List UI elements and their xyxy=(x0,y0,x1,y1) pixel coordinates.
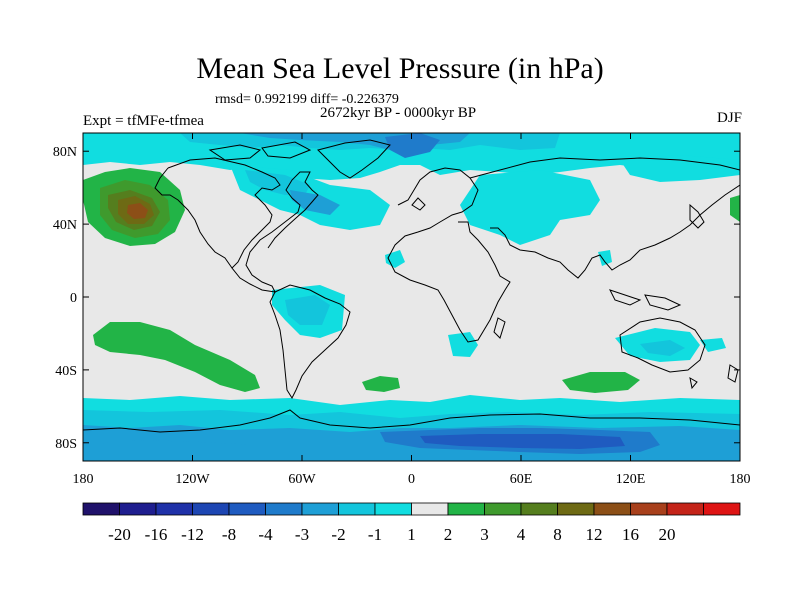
colorbar-label: -16 xyxy=(145,525,168,544)
coast-australia xyxy=(619,317,706,390)
npacific-anomaly-pos8 xyxy=(127,203,148,219)
coast-indonesia xyxy=(609,289,682,311)
map-field xyxy=(83,133,740,461)
lat-label: 40N xyxy=(53,218,77,233)
arctic-anomaly-neg4 xyxy=(385,133,440,158)
lat-label: 80S xyxy=(55,437,77,452)
atlantic-anomaly-neg2 xyxy=(245,170,310,195)
india-anomaly-neg1 xyxy=(598,250,612,266)
coast-arctic-islands xyxy=(208,141,312,161)
natlantic-east-anomaly-pos1 xyxy=(730,195,740,222)
colorbar-label: -20 xyxy=(108,525,131,544)
safrica-anomaly-neg1 xyxy=(448,332,478,357)
colorbar-swatch xyxy=(447,502,485,516)
colorbar-swatch xyxy=(557,502,595,516)
eurasia-anomaly-neg1 xyxy=(460,170,600,245)
coastlines xyxy=(83,139,740,433)
colorbar-label: 12 xyxy=(586,525,603,544)
sindian-anomaly-pos1 xyxy=(562,372,640,393)
colorbar-label: 16 xyxy=(622,525,639,544)
colorbar-swatch xyxy=(593,502,631,516)
coast-japan xyxy=(689,203,705,229)
lon-label: 120E xyxy=(616,472,646,487)
tasman-anomaly-neg1 xyxy=(700,338,726,352)
plot-title: Mean Sea Level Pressure (in hPa) xyxy=(196,52,604,85)
colorbar-swatch xyxy=(155,502,193,516)
colorbar-swatch xyxy=(630,502,668,516)
coast-greenland xyxy=(317,139,391,179)
colorbar-label: 20 xyxy=(659,525,676,544)
lat-label: 80N xyxy=(53,145,77,160)
colorbar-label: 2 xyxy=(444,525,453,544)
satlantic-anomaly-pos1 xyxy=(362,376,400,392)
colorbar-swatch xyxy=(484,502,522,516)
colorbar-swatch xyxy=(703,502,741,516)
samerica-anomaly-neg2 xyxy=(285,295,330,325)
colorbar-swatch xyxy=(119,502,157,516)
colorbar-swatch xyxy=(228,502,266,516)
coast-madagascar xyxy=(493,317,506,339)
spacific-anomaly-pos1 xyxy=(93,322,260,392)
colorbar: -20 -16 -12 -8 -4 -3 -2 -1 1 2 3 4 8 12 16 20 xyxy=(82,502,741,544)
colorbar-label: 4 xyxy=(517,525,526,544)
colorbar-swatch xyxy=(301,502,339,516)
lon-label: 120W xyxy=(175,472,210,487)
colorbar-label: -3 xyxy=(295,525,309,544)
lon-label: 60E xyxy=(510,472,533,487)
lon-label: 0 xyxy=(408,472,415,487)
colorbar-label: 1 xyxy=(407,525,416,544)
eurasia-anomaly-neg1b xyxy=(620,155,740,182)
colorbar-swatch xyxy=(411,502,449,516)
australia-anomaly-neg2 xyxy=(640,340,685,356)
colorbar-swatch xyxy=(82,502,120,516)
lat-label: 0 xyxy=(70,291,77,306)
coast-new-zealand xyxy=(727,364,739,383)
coast-north-america xyxy=(154,157,319,293)
colorbar-label: -12 xyxy=(181,525,204,544)
coast-antarctica xyxy=(83,409,740,433)
colorbar-label: -8 xyxy=(222,525,236,544)
coast-south-america xyxy=(269,284,351,400)
colorbar-swatch xyxy=(338,502,376,516)
colorbar-swatch xyxy=(265,502,303,516)
colorbar-label: 8 xyxy=(553,525,562,544)
season-label: DJF xyxy=(716,110,742,126)
period-label: 2672kyr BP - 0000kyr BP xyxy=(320,105,477,121)
statistics-label: rmsd= 0.992199 diff= -0.226379 xyxy=(215,92,399,107)
experiment-label: Expt = tfMFe-tfmea xyxy=(83,113,204,129)
coast-asia xyxy=(469,157,740,279)
colorbar-swatch xyxy=(520,502,558,516)
colorbar-label: -2 xyxy=(331,525,345,544)
colorbar-swatch xyxy=(192,502,230,516)
colorbar-label: -1 xyxy=(368,525,382,544)
atlantic-anomaly-neg3 xyxy=(290,190,340,215)
lon-label: 180 xyxy=(730,472,751,487)
map-axes: 80N 40N 0 40S 80S 180 120W 60W 0 60E 120E 180 xyxy=(53,133,751,487)
colorbar-label: -4 xyxy=(258,525,273,544)
colorbar-swatch xyxy=(666,502,704,516)
lat-label: 40S xyxy=(55,364,77,379)
ross-anomaly-neg3 xyxy=(83,440,300,461)
lon-label: 180 xyxy=(73,472,94,487)
colorbar-label: 3 xyxy=(480,525,489,544)
southern-anomaly-neg8 xyxy=(420,434,625,449)
coast-europe-africa xyxy=(387,167,511,343)
colorbar-swatch xyxy=(374,502,412,516)
lon-label: 60W xyxy=(288,472,316,487)
